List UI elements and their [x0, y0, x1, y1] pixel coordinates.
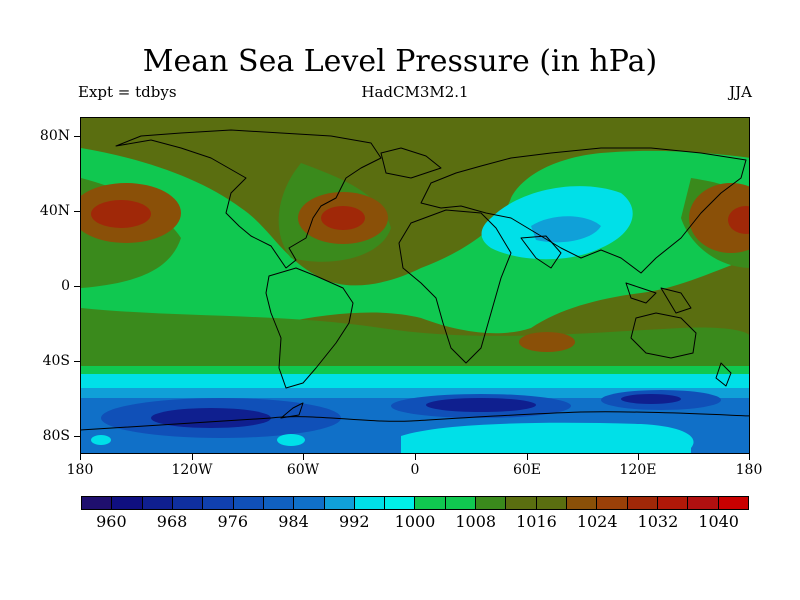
pressure-field: [81, 118, 749, 453]
lat-label: 80S: [42, 428, 70, 444]
lat-tick: [74, 136, 80, 137]
lat-label: 80N: [39, 128, 70, 144]
lat-label: 40N: [39, 203, 70, 219]
lon-label: 60E: [512, 462, 542, 478]
field-red-brown: [91, 200, 749, 234]
lat-tick: [74, 211, 80, 212]
colorbar-box: [202, 497, 233, 509]
lon-label: 60W: [286, 462, 320, 478]
lon-label: 120E: [619, 462, 657, 478]
colorbar-box: [171, 497, 203, 509]
lon-label: 180: [66, 462, 94, 478]
chart-title: Mean Sea Level Pressure (in hPa): [142, 44, 658, 79]
lon-tick: [80, 454, 81, 460]
band-light-blue-south: [81, 388, 749, 398]
colorbar-box: [656, 497, 688, 509]
colorbar-label: 1032: [637, 512, 679, 531]
lon-tick: [415, 454, 416, 460]
lat-label: 0: [61, 278, 70, 294]
colorbar-box: [384, 497, 415, 509]
colorbar-label: 992: [338, 512, 370, 531]
colorbar-label: 984: [278, 512, 309, 531]
lon-tick: [638, 454, 639, 460]
colorbar-box: [535, 497, 566, 509]
lat-tick: [74, 361, 80, 362]
colorbar-box: [293, 497, 324, 509]
colorbar-box: [323, 497, 354, 509]
colorbar-label: 1024: [576, 512, 618, 531]
colorbar-box: [232, 497, 263, 509]
colorbar-box: [262, 497, 294, 509]
colorbar-box: [687, 497, 718, 509]
colorbar-label: 1000: [394, 512, 436, 531]
colorbar-box: [717, 497, 748, 509]
colorbar-box: [353, 497, 385, 509]
colorbar-box: [475, 497, 506, 509]
band-cyan-south: [81, 374, 749, 388]
colorbar-label: 1016: [516, 512, 557, 531]
colorbar-label: 976: [217, 512, 249, 531]
colorbar-box: [414, 497, 445, 509]
lon-tick: [192, 454, 193, 460]
experiment-label: Expt = tdbys: [78, 83, 177, 101]
coastlines: [81, 129, 749, 431]
band-green-south: [81, 366, 749, 374]
lat-tick: [74, 286, 80, 287]
colorbar-label: 1008: [455, 512, 497, 531]
colorbar-label: 1040: [698, 512, 739, 531]
lon-tick: [303, 454, 304, 460]
field-light-blue: [531, 216, 601, 243]
lon-tick: [749, 454, 750, 460]
model-label: HadCM3M2.1: [361, 83, 469, 101]
lon-tick: [527, 454, 528, 460]
lon-label: 0: [410, 462, 420, 478]
colorbar: [81, 496, 749, 510]
season-label: JJA: [729, 83, 752, 101]
colorbar-box: [444, 497, 476, 509]
lat-tick: [74, 436, 80, 437]
colorbar-box: [505, 497, 536, 509]
colorbar-box: [141, 497, 172, 509]
colorbar-box: [566, 497, 597, 509]
lon-label: 180: [735, 462, 763, 478]
colorbar-box: [111, 497, 142, 509]
lon-label: 120W: [171, 462, 213, 478]
colorbar-box: [82, 497, 112, 509]
lat-label: 40S: [42, 353, 70, 369]
colorbar-box: [596, 497, 627, 509]
colorbar-box: [626, 497, 657, 509]
colorbar-label: 960: [96, 512, 127, 531]
field-navy: [151, 394, 681, 428]
colorbar-label: 968: [156, 512, 188, 531]
field-antarctic-cyan: [91, 422, 694, 453]
pressure-map: [80, 117, 750, 454]
